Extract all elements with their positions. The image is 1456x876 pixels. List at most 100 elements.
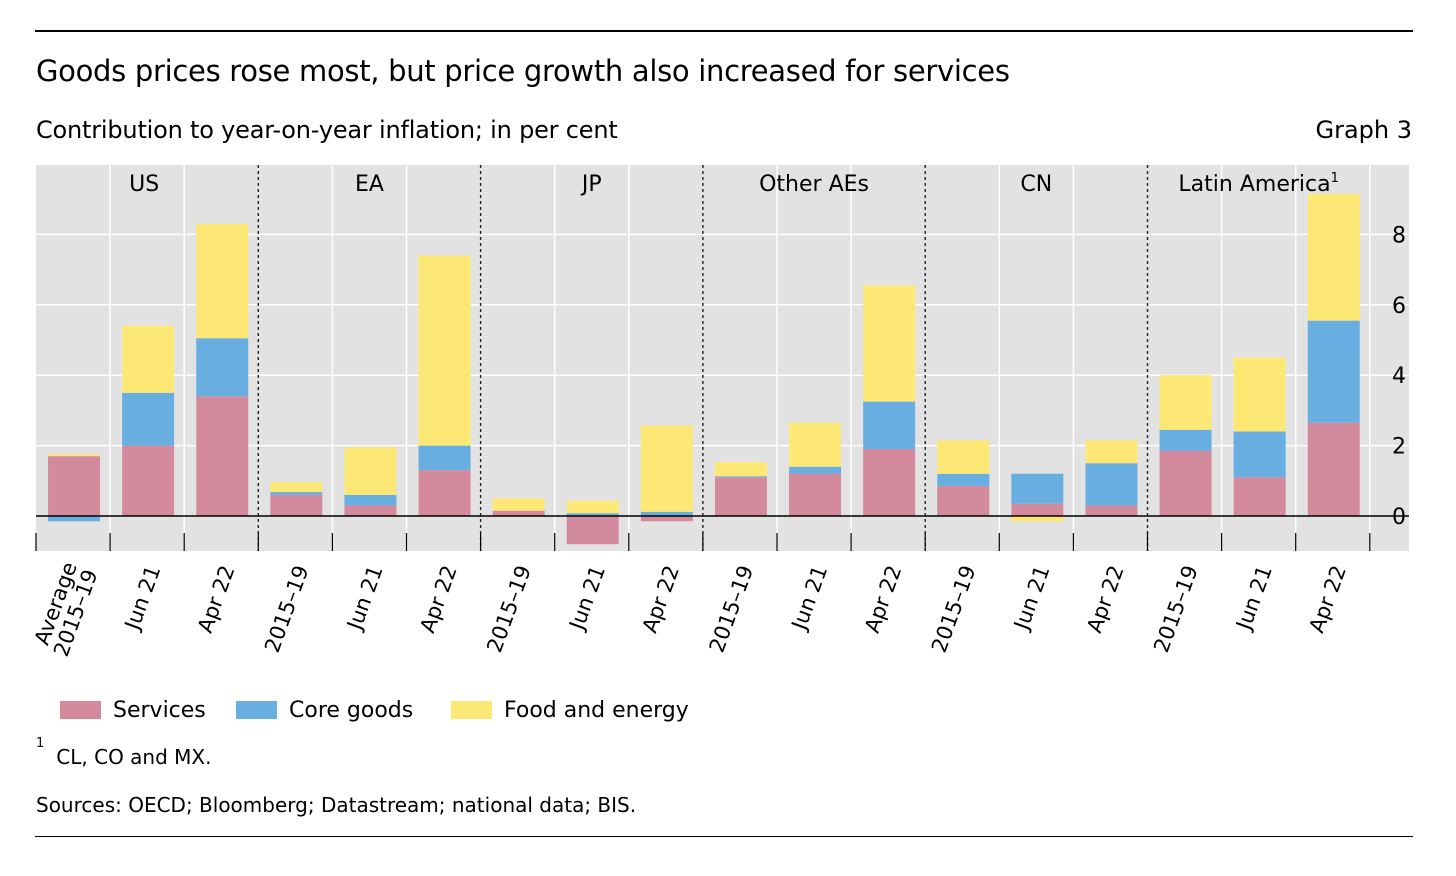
bar-services	[937, 486, 990, 516]
bar-food-energy	[1085, 440, 1138, 464]
legend-label-services: Services	[113, 697, 206, 723]
footnote-text: CL, CO and MX.	[56, 745, 212, 769]
stacked-bar-chart: 0 2 4 6 8 US EA JP Other AEs CN Latin America1 Aver…	[28, 165, 1409, 660]
group-label: Other AEs	[759, 172, 869, 197]
x-category-label: Apr 22	[638, 562, 684, 636]
bar-services	[122, 445, 175, 516]
x-category-label: Jun 21	[1009, 562, 1055, 634]
group-label: Latin America1	[1178, 171, 1338, 197]
bar-food-energy	[566, 500, 619, 514]
bar-food-energy	[270, 482, 323, 493]
group-label: JP	[580, 172, 602, 197]
chart-title: Goods prices rose most, but price growth…	[36, 54, 1010, 88]
x-category-label: Apr 22	[1082, 562, 1128, 636]
bar-food-energy	[1159, 375, 1212, 430]
bar-core-goods	[418, 445, 471, 471]
bar-core-goods	[1011, 473, 1064, 504]
y-tick-label: 0	[1392, 505, 1406, 530]
top-rule	[35, 30, 1413, 32]
bar-services	[1159, 450, 1212, 516]
bar-services	[492, 510, 545, 516]
bar-food-energy	[122, 325, 175, 393]
bar-food-energy	[714, 462, 767, 477]
bar-food-energy	[344, 447, 397, 495]
bar-services	[566, 516, 619, 545]
y-tick-label: 4	[1392, 364, 1406, 389]
legend-label-food-energy: Food and energy	[504, 697, 689, 723]
y-tick-label: 8	[1392, 223, 1406, 248]
bar-services	[789, 473, 842, 516]
bar-food-energy	[1307, 193, 1360, 321]
bar-core-goods	[863, 401, 916, 450]
x-category-label: 2015–19	[260, 562, 314, 655]
bar-food-energy	[789, 422, 842, 467]
bar-food-energy	[937, 440, 990, 474]
bar-services	[48, 456, 101, 516]
bar-food-energy	[863, 285, 916, 402]
group-label: EA	[355, 172, 384, 197]
bar-core-goods	[789, 466, 842, 474]
bar-core-goods	[1085, 463, 1138, 506]
legend-swatch-services	[60, 701, 101, 719]
x-category-label: Average2015–19	[28, 559, 102, 660]
bar-services	[1011, 503, 1064, 516]
bar-services	[863, 449, 916, 516]
footnote-mark: 1	[36, 736, 45, 752]
x-category-label: Jun 21	[786, 562, 832, 634]
bar-core-goods	[937, 473, 990, 487]
bar-core-goods	[714, 476, 767, 478]
graph-number: Graph 3	[1315, 116, 1412, 144]
bar-food-energy	[640, 425, 693, 512]
bar-services	[196, 396, 249, 516]
bar-core-goods	[48, 516, 101, 522]
bar-core-goods	[1233, 431, 1286, 478]
bar-core-goods	[122, 392, 175, 446]
bar-core-goods	[1307, 320, 1360, 423]
sources-note: Sources: OECD; Bloomberg; Datastream; na…	[36, 793, 637, 817]
x-category-label: Jun 21	[119, 562, 165, 634]
bar-core-goods	[640, 511, 693, 516]
x-category-label: Apr 22	[193, 562, 239, 636]
x-category-label: 2015–19	[927, 562, 981, 655]
legend-swatch-food-energy	[451, 701, 492, 719]
bar-core-goods	[1159, 429, 1212, 451]
x-category-label: Apr 22	[415, 562, 461, 636]
bar-services	[1233, 477, 1286, 516]
footnote: 1 CL, CO and MX.	[36, 736, 212, 769]
legend-item-core-goods: Core goods	[236, 696, 413, 724]
legend-item-food-energy: Food and energy	[451, 696, 689, 724]
legend-label-core-goods: Core goods	[289, 697, 414, 723]
x-category-label: Jun 21	[342, 562, 388, 634]
y-tick-label: 6	[1392, 294, 1406, 319]
bar-core-goods	[344, 494, 397, 506]
legend-swatch-core-goods	[236, 701, 277, 719]
bar-core-goods	[196, 338, 249, 397]
x-category-label: Apr 22	[1305, 562, 1351, 636]
bar-food-energy	[1233, 357, 1286, 432]
x-category-label: Jun 21	[564, 562, 610, 634]
bar-services	[344, 505, 397, 516]
bar-core-goods	[270, 492, 323, 495]
bar-food-energy	[418, 255, 471, 446]
bar-services	[1307, 422, 1360, 516]
x-category-label: Apr 22	[860, 562, 906, 636]
group-label: CN	[1020, 172, 1052, 197]
x-category-label: 2015–19	[1149, 562, 1203, 655]
x-category-label: 2015–19	[705, 562, 759, 655]
bar-food-energy	[196, 223, 249, 339]
bar-food-energy	[1011, 516, 1064, 522]
x-category-label: 2015–19	[482, 562, 536, 655]
bar-services	[270, 494, 323, 516]
bar-core-goods	[566, 513, 619, 516]
bar-services	[640, 516, 693, 522]
chart-subtitle: Contribution to year-on-year inflation; …	[36, 116, 618, 144]
bar-services	[1085, 505, 1138, 516]
legend-item-services: Services	[60, 696, 206, 724]
bar-services	[714, 477, 767, 516]
bar-services	[418, 470, 471, 516]
group-label: US	[129, 172, 159, 197]
y-tick-label: 2	[1392, 435, 1406, 460]
bottom-rule	[35, 836, 1413, 837]
x-category-label: Jun 21	[1231, 562, 1277, 634]
bar-food-energy	[48, 454, 101, 457]
